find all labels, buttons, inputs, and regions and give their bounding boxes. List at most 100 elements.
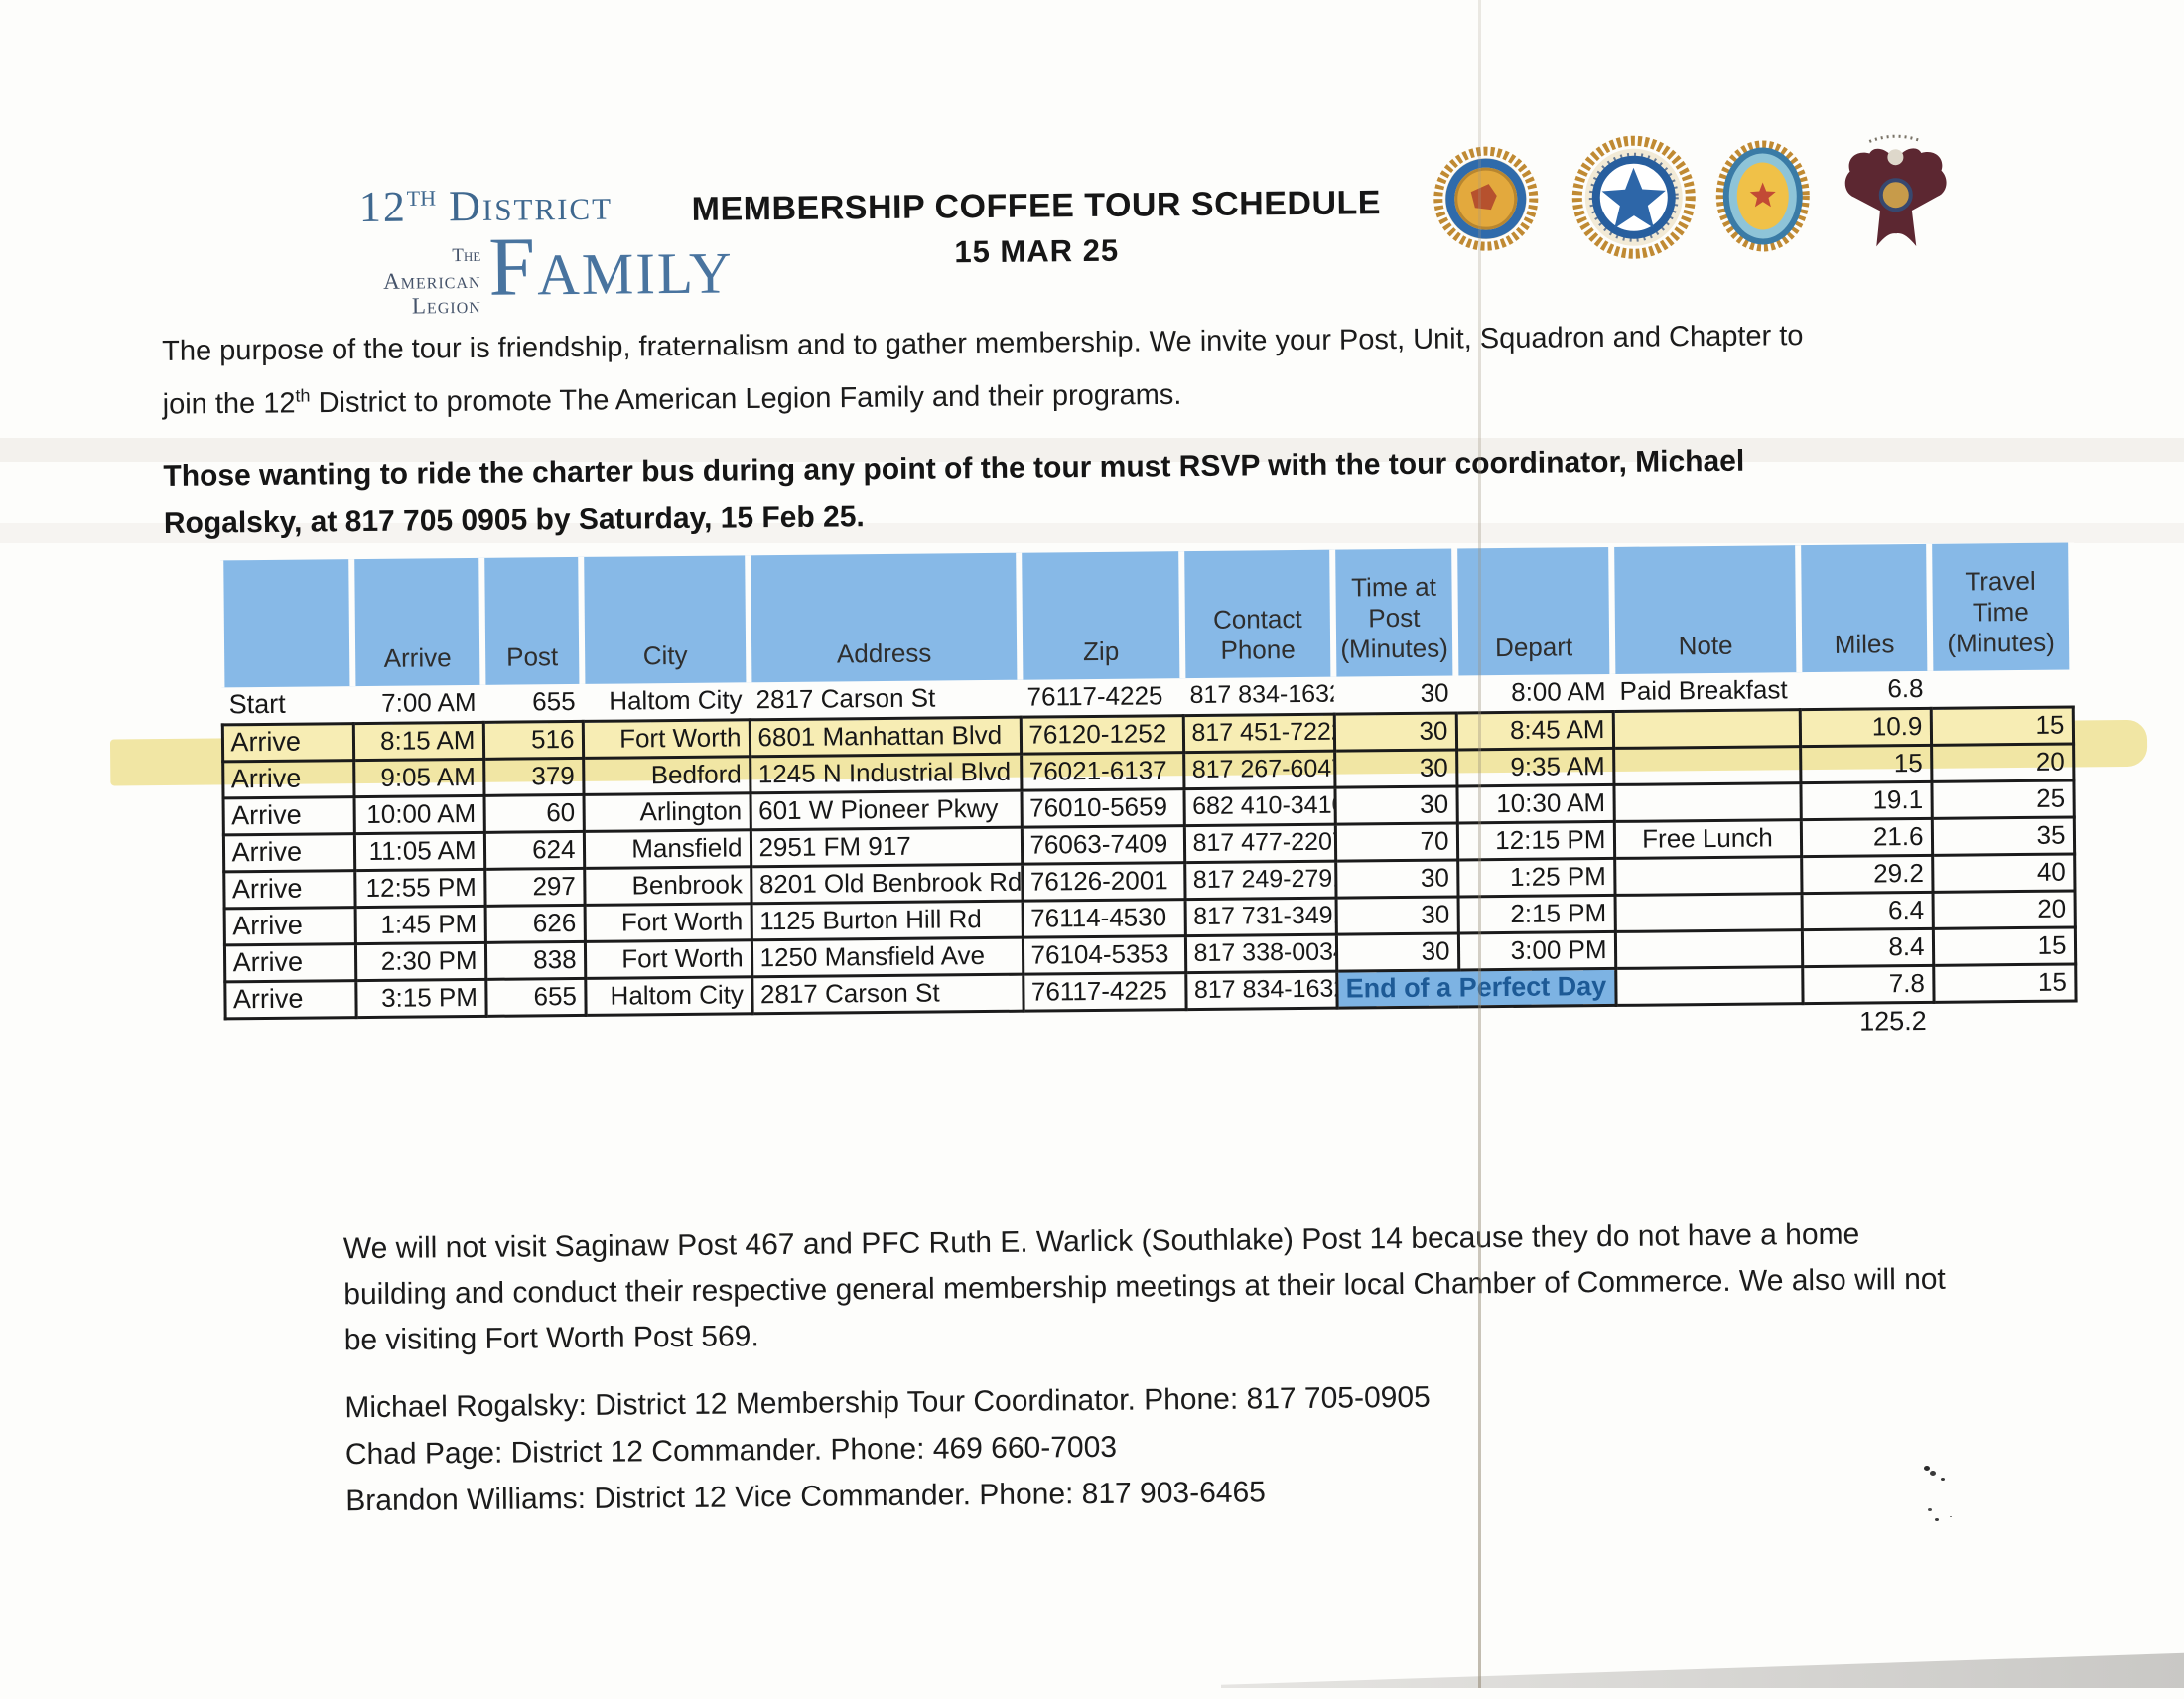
cell-time_at_post: 30 bbox=[1420, 677, 1449, 709]
empty-cell bbox=[1616, 1003, 1803, 1042]
column-header-5: Zip bbox=[1019, 551, 1183, 680]
cell-label: Start bbox=[228, 689, 286, 720]
column-header-1: Arrive bbox=[351, 557, 483, 687]
empty-cell bbox=[225, 1017, 356, 1055]
cell-zip: 76021-6137 bbox=[1021, 752, 1184, 790]
cell-arrive: 7:00 AM bbox=[381, 687, 477, 719]
cell-phone: 817 451-7222 bbox=[1182, 713, 1335, 753]
cell-city: Bedford bbox=[583, 756, 751, 794]
cell-address: 2817 Carson St bbox=[755, 682, 936, 715]
cell-label: Arrive bbox=[223, 870, 355, 909]
cell-travel: 15 bbox=[1933, 963, 2076, 1002]
cell-note bbox=[1614, 929, 1803, 968]
cell-city: Benbrook bbox=[584, 866, 751, 905]
contact-coordinator: Michael Rogalsky: District 12 Membership… bbox=[344, 1380, 1431, 1425]
cell-miles: 29.2 bbox=[1801, 854, 1933, 894]
contact-vice-commander: Brandon Williams: District 12 Vice Comma… bbox=[345, 1476, 1267, 1518]
page-title: MEMBERSHIP COFFEE TOUR SCHEDULE bbox=[691, 184, 1382, 228]
cell-address: 1125 Burton Hill Rd bbox=[751, 900, 1023, 940]
cell-label: Arrive bbox=[223, 943, 356, 982]
title-block: MEMBERSHIP COFFEE TOUR SCHEDULE 15 MAR 2… bbox=[679, 184, 1395, 273]
cell-label: Arrive bbox=[223, 907, 355, 945]
cell-phone: 817 338-0034 bbox=[1184, 933, 1337, 973]
cell-depart: 2:15 PM bbox=[1457, 894, 1615, 933]
cell-city: Fort Worth bbox=[582, 719, 751, 758]
cell-address: 6801 Manhattan Blvd bbox=[749, 716, 1022, 757]
cell-phone: 817 477-2207 bbox=[1183, 823, 1336, 863]
cell-time_at_post: 30 bbox=[1335, 896, 1458, 934]
cell-address: 1245 N Industrial Blvd bbox=[750, 753, 1022, 793]
empty-cell bbox=[586, 1013, 752, 1052]
exclusions-note: We will not visit Saginaw Post 467 and P… bbox=[342, 1217, 1946, 1357]
empty-cell bbox=[356, 1016, 486, 1054]
cell-label: Arrive bbox=[224, 980, 356, 1019]
column-header-0 bbox=[220, 559, 353, 688]
district-family-logo: 12TH District The American Legion Family bbox=[330, 178, 734, 319]
cell-phone: 817 731-3491 bbox=[1184, 897, 1336, 936]
column-header-7: Time at Post (Minutes) bbox=[1332, 548, 1456, 677]
intro-ordinal: th bbox=[295, 385, 311, 406]
logo-ordinal: TH bbox=[406, 185, 437, 211]
cell-city: Haltom City bbox=[609, 684, 743, 716]
cell-miles: 10.9 bbox=[1799, 707, 1932, 747]
cell-post: 624 bbox=[483, 830, 585, 869]
cell-post: 655 bbox=[485, 977, 586, 1016]
empty-cell bbox=[752, 1011, 1024, 1051]
fold-crease bbox=[1478, 0, 1481, 1688]
cell-label: Arrive bbox=[222, 833, 355, 872]
cell-note: Free Lunch bbox=[1613, 819, 1802, 858]
empty-cell bbox=[1337, 1006, 1459, 1044]
tour-schedule-table: Arrive Post City Address Zip Contact Phone Tim… bbox=[217, 542, 2079, 1055]
cell-zip: 76120-1252 bbox=[1020, 715, 1184, 754]
cell-zip: 76126-2001 bbox=[1022, 862, 1185, 901]
cell-zip: 76010-5659 bbox=[1021, 788, 1184, 827]
cell-arrive: 1:45 PM bbox=[354, 905, 485, 944]
cell-zip: 76114-4530 bbox=[1022, 899, 1185, 937]
cell-label: Arrive bbox=[222, 796, 354, 835]
cell-travel: 20 bbox=[1931, 743, 2074, 781]
cell-post: 297 bbox=[484, 867, 585, 906]
logo-legion: Legion bbox=[411, 292, 481, 319]
cell-post: 838 bbox=[484, 940, 586, 979]
cell-label: Arrive bbox=[222, 760, 354, 798]
cell-miles: 7.8 bbox=[1802, 964, 1934, 1004]
ink-specks bbox=[1924, 1466, 1930, 1471]
rsvp-paragraph: Those wanting to ride the charter bus du… bbox=[163, 444, 1745, 540]
cell-travel: 35 bbox=[1931, 816, 2075, 855]
cell-travel bbox=[1930, 670, 2072, 708]
cell-post: 379 bbox=[483, 757, 584, 795]
cell-arrive: 2:30 PM bbox=[354, 941, 486, 981]
scanner-light-band bbox=[0, 523, 2184, 543]
intro-paragraph: The purpose of the tour is friendship, f… bbox=[162, 313, 1804, 428]
cell-address: 2817 Carson St bbox=[751, 973, 1024, 1014]
auxiliary-oval-emblem-icon bbox=[1715, 140, 1810, 252]
cell-arrive: 3:15 PM bbox=[355, 978, 486, 1018]
cell-city: Fort Worth bbox=[584, 939, 752, 978]
cell-travel: 15 bbox=[1930, 706, 2074, 745]
cell-address: 2951 FM 917 bbox=[750, 826, 1023, 867]
cell-post: 60 bbox=[483, 793, 584, 832]
cell-travel: 25 bbox=[1931, 779, 2074, 818]
empty-cell bbox=[1024, 1009, 1186, 1048]
logo-american-legion-stack: The American Legion bbox=[330, 227, 481, 319]
cell-arrive: 8:15 AM bbox=[352, 721, 484, 761]
contact-commander: Chad Page: District 12 Commander. Phone:… bbox=[344, 1430, 1118, 1472]
cell-miles: 19.1 bbox=[1800, 780, 1932, 820]
cell-phone: 682 410-3410 bbox=[1183, 786, 1335, 826]
cell-arrive: 11:05 AM bbox=[353, 831, 485, 871]
cell-city: Arlington bbox=[583, 792, 751, 831]
emblem-row bbox=[1431, 124, 2007, 269]
cell-miles: 21.6 bbox=[1800, 817, 1933, 857]
cell-travel: 20 bbox=[1932, 890, 2075, 928]
cell-note bbox=[1615, 966, 1803, 1005]
intro-text-2: District to promote The American Legion … bbox=[310, 378, 1182, 420]
cell-city: Fort Worth bbox=[584, 903, 751, 941]
cell-note bbox=[1614, 893, 1802, 931]
column-header-9: Note bbox=[1611, 545, 1800, 674]
end-of-day-banner: End of a Perfect Day bbox=[1336, 967, 1616, 1008]
cell-note bbox=[1612, 709, 1801, 748]
cell-travel: 40 bbox=[1932, 853, 2075, 892]
cell-note: Paid Breakfast bbox=[1619, 674, 1788, 707]
column-header-10: Miles bbox=[1798, 543, 1931, 673]
